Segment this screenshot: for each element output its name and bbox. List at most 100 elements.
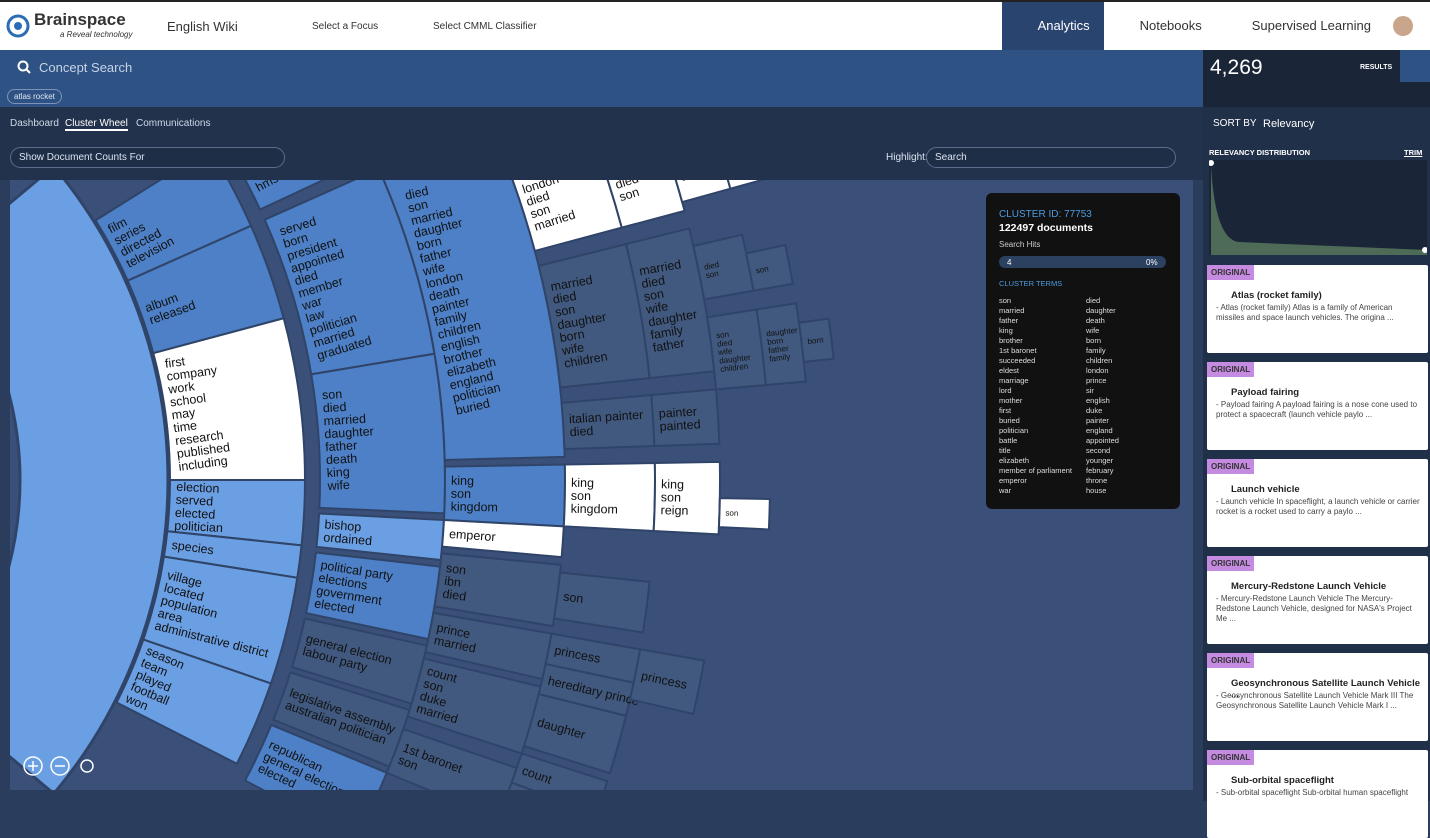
segment-label: son xyxy=(755,264,769,275)
cluster-segment[interactable]: shipusshms xyxy=(229,180,374,211)
results-label: RESULTS xyxy=(1360,64,1393,71)
hits-label: Search Hits xyxy=(999,240,1041,249)
cluster-segment[interactable]: son xyxy=(717,497,771,531)
nav-item[interactable]: Analytics xyxy=(1001,2,1104,50)
cluster-segment[interactable]: died xyxy=(722,180,769,190)
segment-term: reign xyxy=(660,503,688,517)
segment-shape xyxy=(511,180,624,253)
nav-item[interactable]: Supervised Learning xyxy=(1251,18,1371,33)
segment-term: died xyxy=(640,273,666,291)
segment-shape xyxy=(244,180,326,211)
cluster-term: died xyxy=(1086,296,1101,305)
cluster-segment[interactable]: diedsonmarrieddaughterbornfatherwifelond… xyxy=(373,180,566,462)
nav-item[interactable]: Notebooks xyxy=(1139,18,1202,33)
cluster-segment[interactable]: princess xyxy=(628,648,706,716)
segment-shape xyxy=(243,723,389,790)
segment-term: law xyxy=(304,306,327,325)
tab[interactable]: Cluster Wheel xyxy=(65,118,128,131)
cluster-segment[interactable]: servedbornpresidentappointeddiedmemberwa… xyxy=(263,180,436,376)
result-card[interactable]: ORIGINAL Sub-orbital spaceflight - Sub-orb… xyxy=(1207,750,1428,838)
focus-select[interactable]: Select a Focus xyxy=(312,21,379,32)
trim[interactable]: TRIM xyxy=(1404,148,1423,157)
segment-term: son xyxy=(716,330,730,341)
cluster-segment[interactable]: son xyxy=(744,243,794,292)
segment-term: wife xyxy=(420,260,446,279)
segment-term: died xyxy=(322,400,346,415)
hits-pct: 0% xyxy=(1146,258,1158,267)
counts-select[interactable]: Show Document Counts For xyxy=(10,147,285,168)
tab[interactable]: Communications xyxy=(136,118,211,129)
tab[interactable]: Dashboard xyxy=(10,118,59,129)
cluster-segment[interactable]: villagelocatedpopulationareaadministrati… xyxy=(142,555,299,685)
cluster-term: wife xyxy=(1086,326,1100,335)
cluster-segment[interactable]: 1st baronet xyxy=(498,781,597,790)
cluster-term: war xyxy=(999,486,1012,495)
sort-value[interactable]: Relevancy xyxy=(1263,118,1315,130)
segment-term: school xyxy=(169,391,207,410)
zoom-out[interactable] xyxy=(50,756,70,776)
cluster-segment[interactable]: count xyxy=(510,752,609,790)
result-card[interactable]: ORIGINAL Atlas (rocket family) - Atlas (ro… xyxy=(1207,265,1428,353)
cluster-term: appointed xyxy=(1086,436,1119,445)
cluster-segment[interactable]: firstcompanyworkschoolmaytimeresearchpub… xyxy=(152,317,307,481)
search-input[interactable]: Concept Search xyxy=(39,60,133,75)
segment-term: father xyxy=(325,438,358,454)
cluster-segment[interactable]: son xyxy=(552,571,651,634)
result-card[interactable]: ORIGINAL Geosynchronous Satellite Launch … xyxy=(1207,653,1428,741)
cluster-term: eldest xyxy=(999,366,1020,375)
segment-shape xyxy=(441,518,565,559)
cluster-segment[interactable]: emperor xyxy=(441,518,565,559)
cluster-term: house xyxy=(1086,486,1107,495)
segment-shape xyxy=(606,180,686,229)
result-title: Atlas (rocket family) xyxy=(1231,290,1322,301)
segment-term: daughter xyxy=(324,424,374,441)
result-snippet: - Payload fairing A payload fairing is a… xyxy=(1216,400,1418,419)
result-card[interactable]: ORIGINAL Mercury-Redstone Launch Vehicle -… xyxy=(1207,556,1428,644)
search-chip[interactable]: atlas rocket xyxy=(7,89,62,104)
cluster-segment[interactable]: born xyxy=(797,317,835,363)
cluster-segment[interactable]: political partyelectionsgovernmentelecte… xyxy=(304,551,442,641)
highlight-select[interactable]: Search xyxy=(926,147,1176,168)
project-select[interactable]: English Wiki xyxy=(167,19,238,34)
cluster-segment[interactable]: sondiedmarrieddaughterfatherdeathkingwif… xyxy=(310,352,446,515)
zoom-in[interactable] xyxy=(23,756,43,776)
cluster-segment[interactable]: died xyxy=(669,180,732,204)
result-title: Launch vehicle xyxy=(1231,484,1300,495)
segment-term: research xyxy=(174,428,224,448)
result-card[interactable]: ORIGINAL Payload fairing - Payload fairing… xyxy=(1207,362,1428,450)
cluster-segment[interactable]: daughter xyxy=(522,692,628,775)
cluster-term: member of parliament xyxy=(999,466,1072,475)
avatar[interactable] xyxy=(1385,2,1430,50)
segment-term: war xyxy=(299,294,323,314)
segment-term: area xyxy=(156,606,184,626)
classifier-select[interactable]: Select CMML Classifier xyxy=(433,21,537,32)
result-card[interactable]: ORIGINAL Launch vehicle - Launch vehicle I… xyxy=(1207,459,1428,547)
result-snippet: - Atlas (rocket family) Atlas is a famil… xyxy=(1216,303,1394,322)
reset[interactable] xyxy=(80,759,94,773)
result-tag: ORIGINAL xyxy=(1207,459,1255,474)
segment-term: daughter xyxy=(766,326,799,339)
